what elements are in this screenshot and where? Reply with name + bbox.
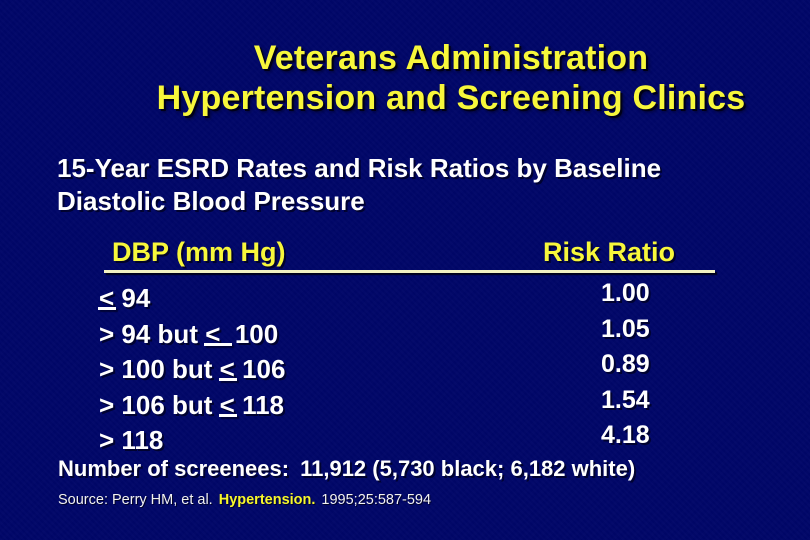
screenees-line: Number of screenees: 11,912 (5,730 black;… — [58, 456, 635, 482]
dbp-row: > 94 but < 100 — [99, 317, 285, 353]
title-line-2: Hypertension and Screening Clinics — [156, 79, 746, 117]
risk-ratio-column: 1.00 1.05 0.89 1.54 4.18 — [601, 276, 650, 454]
table-header-rule — [104, 270, 715, 273]
dbp-text: > 100 but — [99, 354, 220, 384]
dbp-row: > 106 but < 118 — [99, 388, 285, 424]
risk-ratio-value: 1.00 — [601, 279, 650, 307]
slide-subtitle: 15-Year ESRD Rates and Risk Ratios by Ba… — [57, 152, 661, 218]
dbp-row: > 118 — [99, 423, 285, 459]
subtitle-line-1: 15-Year ESRD Rates and Risk Ratios by Ba… — [57, 153, 662, 183]
dbp-text: > 106 but — [99, 389, 220, 420]
risk-ratio-value: 0.89 — [601, 350, 650, 378]
less-equal-underline: < — [218, 354, 238, 384]
dbp-text: 106 — [234, 354, 286, 384]
screenees-label: Number of screenees: — [58, 456, 290, 481]
dbp-text: > 94 but — [99, 318, 206, 349]
source-journal: Hypertension. — [218, 492, 316, 508]
risk-ratio-value: 1.54 — [601, 385, 650, 414]
source-citation: 1995;25:587-594 — [321, 492, 432, 508]
screenees-value: 11,912 (5,730 black; 6,182 white) — [300, 456, 636, 481]
source-line: Source: Perry HM, et al. Hypertension. 199… — [58, 492, 431, 508]
risk-ratio-value: 4.18 — [601, 421, 650, 449]
subtitle-line-2: Diastolic Blood Pressure — [57, 186, 365, 216]
dbp-text: > 118 — [99, 425, 164, 455]
slide-title: Veterans Administration Hypertension and… — [96, 38, 806, 118]
dbp-text: 118 — [234, 389, 285, 420]
dbp-row: < 94 — [97, 281, 285, 317]
dbp-row: > 100 but < 106 — [99, 352, 285, 388]
table-header-dbp: DBP (mm Hg) — [112, 237, 286, 267]
source-prefix: Source: Perry HM, et al. — [58, 492, 213, 508]
title-line-1: Veterans Administration — [253, 39, 649, 77]
less-equal-underline: < — [204, 318, 233, 349]
dbp-column: < 94 > 94 but < 100 > 100 but < 106 > 106 b… — [97, 281, 285, 459]
less-equal-underline: < — [218, 389, 238, 420]
risk-ratio-value: 1.05 — [601, 314, 650, 343]
dbp-text: 94 — [114, 283, 151, 313]
table-header-risk-ratio: Risk Ratio — [543, 237, 676, 267]
less-equal-underline: < — [97, 283, 117, 313]
dbp-text: 100 — [220, 318, 279, 349]
